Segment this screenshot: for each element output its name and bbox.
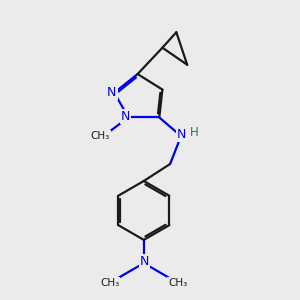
Text: CH₃: CH₃: [168, 278, 188, 288]
Text: N: N: [140, 255, 149, 268]
Text: N: N: [107, 85, 117, 98]
Text: CH₃: CH₃: [100, 278, 119, 288]
Text: H: H: [190, 126, 198, 139]
Text: N: N: [121, 110, 130, 123]
Text: N: N: [177, 128, 186, 141]
Text: CH₃: CH₃: [91, 131, 110, 141]
